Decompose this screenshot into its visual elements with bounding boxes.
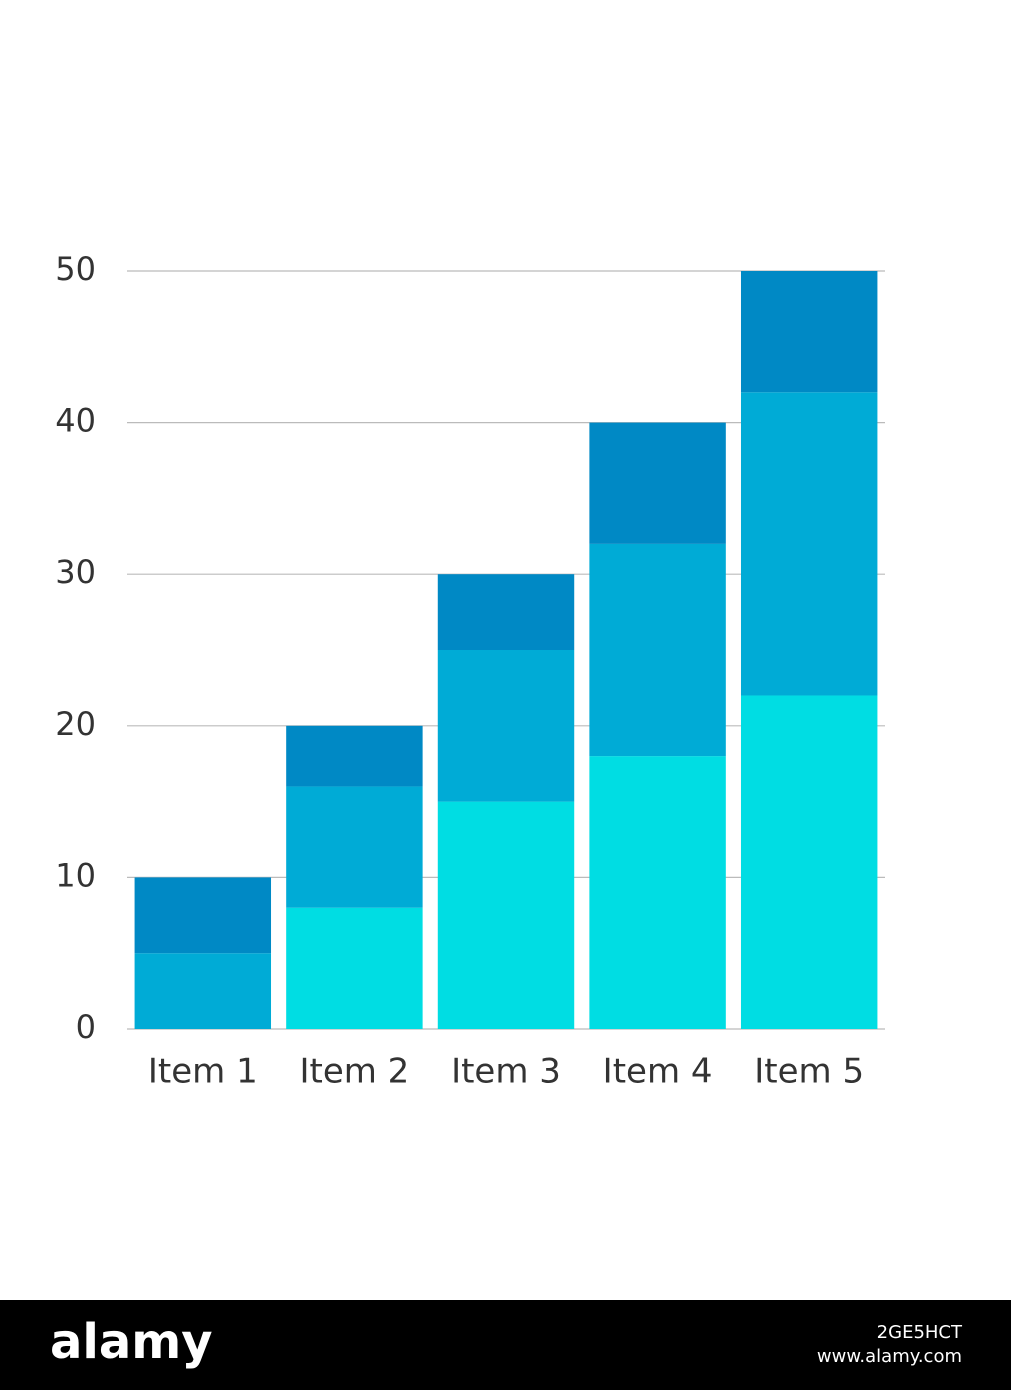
bar-segment bbox=[286, 907, 423, 1029]
x-tick-label: Item 5 bbox=[754, 1052, 864, 1092]
y-tick-label: 10 bbox=[55, 856, 96, 894]
y-tick-label: 30 bbox=[55, 553, 96, 591]
footer-brand: alamy bbox=[50, 1314, 213, 1370]
bar-segment bbox=[589, 543, 726, 757]
bar-segment bbox=[134, 877, 272, 954]
bar-segment bbox=[589, 756, 726, 1029]
bar-segment bbox=[740, 271, 878, 393]
bar-segment bbox=[437, 574, 575, 650]
x-tick-label: Item 1 bbox=[148, 1052, 258, 1092]
footer-code: 2GE5HCT bbox=[877, 1322, 963, 1343]
bar-segment bbox=[740, 392, 878, 696]
footer-band bbox=[0, 1300, 1011, 1390]
x-tick-label: Item 2 bbox=[299, 1052, 409, 1092]
bar-segment bbox=[134, 953, 272, 1029]
y-tick-label: 20 bbox=[55, 705, 96, 743]
bar-segment bbox=[740, 695, 878, 1029]
y-tick-label: 40 bbox=[55, 402, 96, 440]
y-tick-label: 50 bbox=[55, 250, 96, 288]
bar-segment bbox=[437, 650, 575, 802]
bar-segment bbox=[437, 801, 575, 1029]
bar-segment bbox=[286, 725, 423, 787]
footer-url: www.alamy.com bbox=[817, 1346, 962, 1367]
bar-segment bbox=[589, 422, 726, 544]
x-tick-label: Item 4 bbox=[603, 1052, 713, 1092]
x-tick-label: Item 3 bbox=[451, 1052, 561, 1092]
y-tick-label: 0 bbox=[76, 1008, 96, 1046]
bar-segment bbox=[286, 786, 423, 908]
